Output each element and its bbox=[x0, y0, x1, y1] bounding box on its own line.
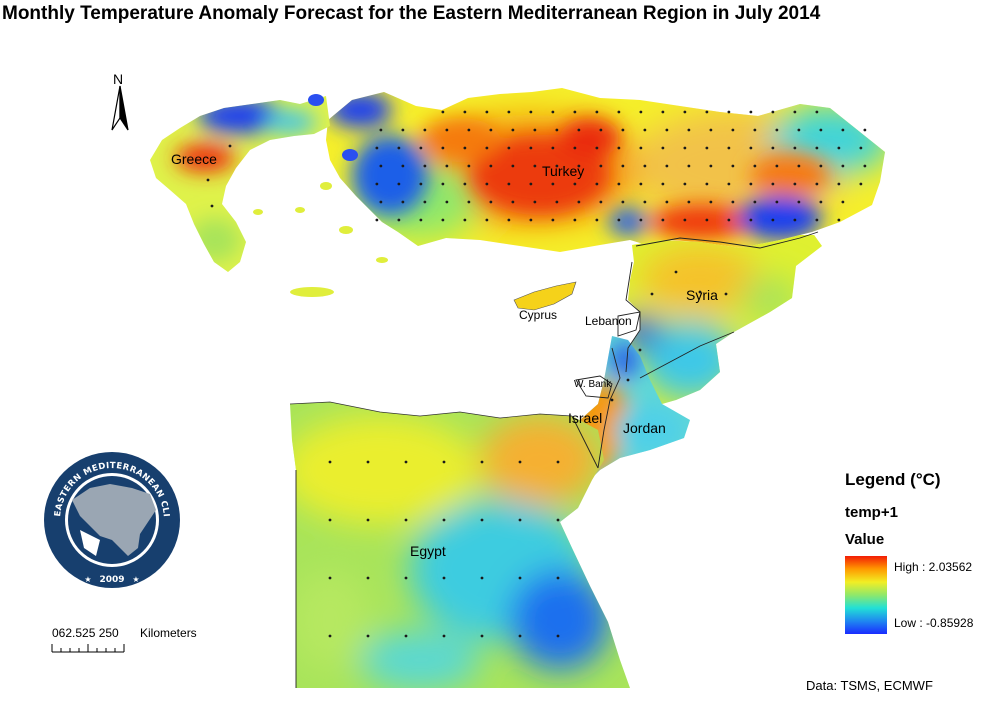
country-label-lebanon: Lebanon bbox=[585, 314, 632, 328]
data-source: Data: TSMS, ECMWF bbox=[806, 678, 933, 693]
legend-color-ramp bbox=[845, 556, 887, 634]
legend-title: Legend (°C) bbox=[845, 470, 941, 489]
country-label-jordan: Jordan bbox=[623, 420, 666, 436]
country-label-syria: Syria bbox=[686, 287, 718, 303]
country-label-turkey: Turkey bbox=[542, 163, 585, 179]
country-label-israel: Israel bbox=[568, 410, 603, 426]
svg-text:2009: 2009 bbox=[99, 575, 124, 585]
map-title: Monthly Temperature Anomaly Forecast for… bbox=[2, 3, 821, 24]
north-arrow-icon bbox=[111, 85, 129, 131]
north-label: N bbox=[113, 71, 124, 87]
svg-text:EASTERN MEDITERRANEAN CLIMATE: EASTERN MEDITERRANEAN CLIMATE CENTRE bbox=[0, 0, 171, 518]
legend-layer-name: temp+1 bbox=[845, 504, 898, 521]
legend-field-name: Value bbox=[845, 531, 885, 548]
country-label-egypt: Egypt bbox=[410, 543, 446, 559]
eastern-mediterranean-climate-centre-logo: EASTERN MEDITERRANEAN CLIMATE CENTRE 200… bbox=[0, 0, 180, 588]
country-label-west-bank: W. Bank bbox=[574, 379, 612, 390]
scale-bar-ticks: 062.525 250 bbox=[52, 626, 119, 640]
legend-high-label: High : 2.03562 bbox=[894, 560, 973, 574]
forecast-grid-points bbox=[206, 110, 867, 638]
legend-low-label: Low : -0.85928 bbox=[894, 616, 974, 630]
country-label-cyprus: Cyprus bbox=[519, 308, 558, 322]
scale-bar-unit: Kilometers bbox=[140, 626, 197, 640]
logo-ring-text: EASTERN MEDITERRANEAN CLIMATE CENTRE bbox=[0, 0, 171, 518]
svg-text:★: ★ bbox=[132, 575, 139, 584]
country-label-greece: Greece bbox=[171, 151, 217, 167]
cyprus-shape bbox=[513, 281, 577, 311]
svg-text:★: ★ bbox=[84, 575, 91, 584]
scale-bar bbox=[51, 644, 125, 653]
